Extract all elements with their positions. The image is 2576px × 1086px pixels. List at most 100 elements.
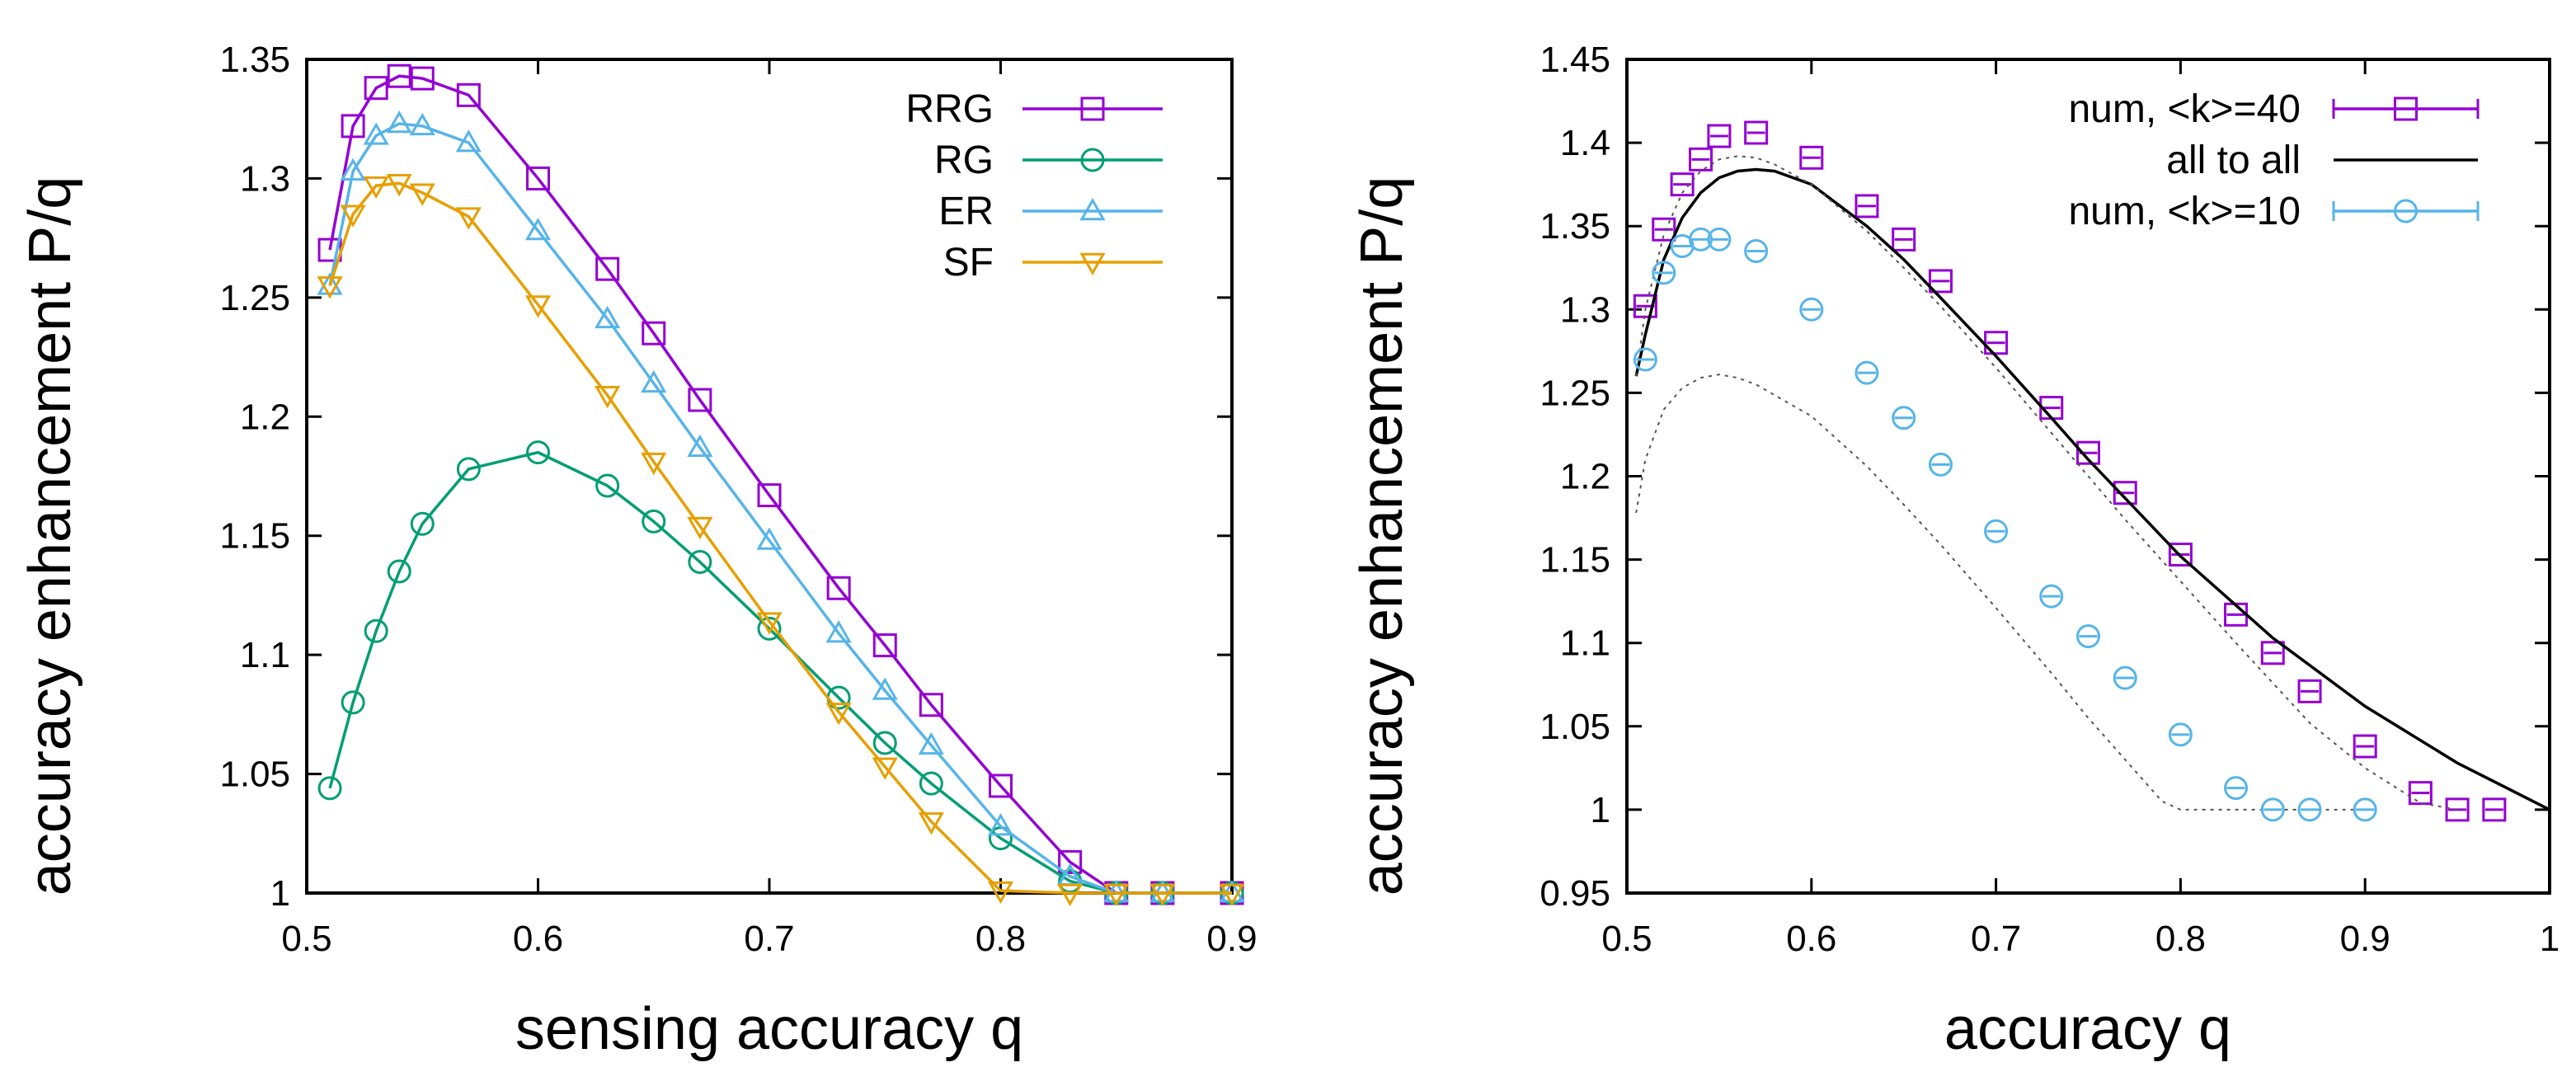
panel1-y-tick-label: 1.05 <box>1539 707 1610 747</box>
panel0-y-tick-label: 1.3 <box>240 158 290 199</box>
panel0-series-rrg <box>317 63 1244 905</box>
panel1-y-tick-label: 1.4 <box>1560 123 1610 163</box>
data-point <box>918 812 944 835</box>
data-point <box>2039 584 2064 609</box>
panel1-legend: num, <k>=40 all to all num, <k>=10 <box>2068 87 2480 233</box>
panel0-series-sf <box>317 173 1245 907</box>
series-line <box>328 181 1232 895</box>
legend-label: SF <box>943 241 994 284</box>
data-point <box>2353 734 2377 759</box>
series-line <box>328 122 1232 895</box>
data-point <box>1689 147 1713 172</box>
data-point <box>2113 481 2137 505</box>
data-point <box>455 129 482 153</box>
data-point <box>2076 440 2100 465</box>
data-point <box>2113 665 2137 690</box>
panel1-y-tick-label: 1.25 <box>1539 373 1610 413</box>
data-point <box>1854 360 1879 385</box>
data-point <box>642 321 666 346</box>
legend-label: ER <box>938 190 994 233</box>
data-point <box>341 690 365 715</box>
data-point <box>1219 883 1245 907</box>
data-point <box>387 63 411 88</box>
legend-marker <box>1080 96 1105 121</box>
panel1-y-tick-label: 1.15 <box>1539 540 1610 581</box>
data-point <box>2297 797 2322 822</box>
data-point <box>317 272 343 295</box>
data-point <box>2260 797 2285 822</box>
left-y-axis-label: accuracy enhancement P/q <box>17 176 83 896</box>
data-point <box>756 527 783 550</box>
data-point <box>455 207 482 230</box>
panel0-plot-frame <box>305 58 1234 895</box>
panel0-y-tick-label: 1.35 <box>219 40 290 80</box>
data-point <box>317 276 343 299</box>
panel0-y-tick-label: 1.2 <box>240 397 290 437</box>
data-point <box>386 173 412 197</box>
legend-marker <box>1079 252 1106 276</box>
data-point <box>340 205 366 228</box>
panel1-x-tick-label: 0.7 <box>1971 919 2021 959</box>
data-point <box>1652 261 1676 285</box>
data-point <box>919 771 943 796</box>
data-point <box>1058 849 1083 874</box>
panel1-y-tick-label: 1.45 <box>1539 40 1610 80</box>
data-point <box>340 157 366 181</box>
data-point <box>410 511 435 536</box>
panel0-y-tick-label: 1 <box>270 873 290 914</box>
panel1-series-num-k-40 <box>1633 120 2507 822</box>
data-point <box>2168 543 2193 567</box>
data-point <box>387 559 411 584</box>
data-point <box>1149 883 1176 907</box>
data-point <box>2408 781 2433 806</box>
data-point <box>1707 124 1732 148</box>
panel1-x-tick-label: 1 <box>2540 919 2560 959</box>
data-point <box>2224 776 2249 801</box>
data-point <box>1707 227 1732 252</box>
legend-marker <box>2394 199 2418 223</box>
series-line <box>328 450 1232 895</box>
data-point <box>687 516 713 540</box>
data-point <box>872 731 897 755</box>
data-point <box>1984 519 2009 543</box>
data-point <box>1799 297 1824 322</box>
panel1-y-tick-label: 1.35 <box>1539 206 1610 247</box>
data-point <box>641 452 667 476</box>
right-x-axis-label: accuracy q <box>1944 996 2231 1062</box>
data-point <box>595 305 621 329</box>
panel0-x-tick-label: 0.6 <box>513 919 563 959</box>
data-point <box>826 576 851 600</box>
data-point <box>1892 406 1916 430</box>
data-point <box>987 813 1014 836</box>
data-point <box>1854 194 1879 219</box>
data-point <box>1928 452 1953 477</box>
panel0-y-tick-label: 1.1 <box>240 635 290 675</box>
panel1-x-tick-label: 0.5 <box>1601 919 1652 959</box>
data-point <box>341 114 365 139</box>
right-y-axis-label: accuracy enhancement P/q <box>1349 176 1415 896</box>
panel1-series-all-to-all <box>1634 167 2550 811</box>
data-point <box>526 440 550 465</box>
data-point <box>524 217 552 241</box>
data-point <box>456 457 481 482</box>
data-point <box>872 677 898 700</box>
left-x-axis-label: sensing accuracy q <box>515 996 1023 1062</box>
panel0-y-tick-label: 1.15 <box>219 516 290 557</box>
legend-label: RRG <box>905 87 994 131</box>
data-point <box>1892 227 1916 252</box>
data-point <box>872 757 898 780</box>
data-point <box>918 731 944 755</box>
data-point <box>756 612 783 635</box>
data-point <box>757 483 782 508</box>
data-point <box>1633 347 1657 372</box>
data-point <box>2168 722 2193 747</box>
data-point <box>409 183 435 206</box>
data-point <box>642 509 666 534</box>
panel1-y-tick-label: 1 <box>1591 790 1610 830</box>
data-point <box>1744 120 1769 145</box>
data-point <box>2482 797 2507 822</box>
panel1-y-tick-label: 1.2 <box>1560 457 1610 497</box>
left-panel-accuracy-enhancement-by-network: accuracy enhancement P/q sensing accurac… <box>17 40 1257 1062</box>
data-point <box>1652 217 1676 242</box>
data-point <box>409 112 435 136</box>
